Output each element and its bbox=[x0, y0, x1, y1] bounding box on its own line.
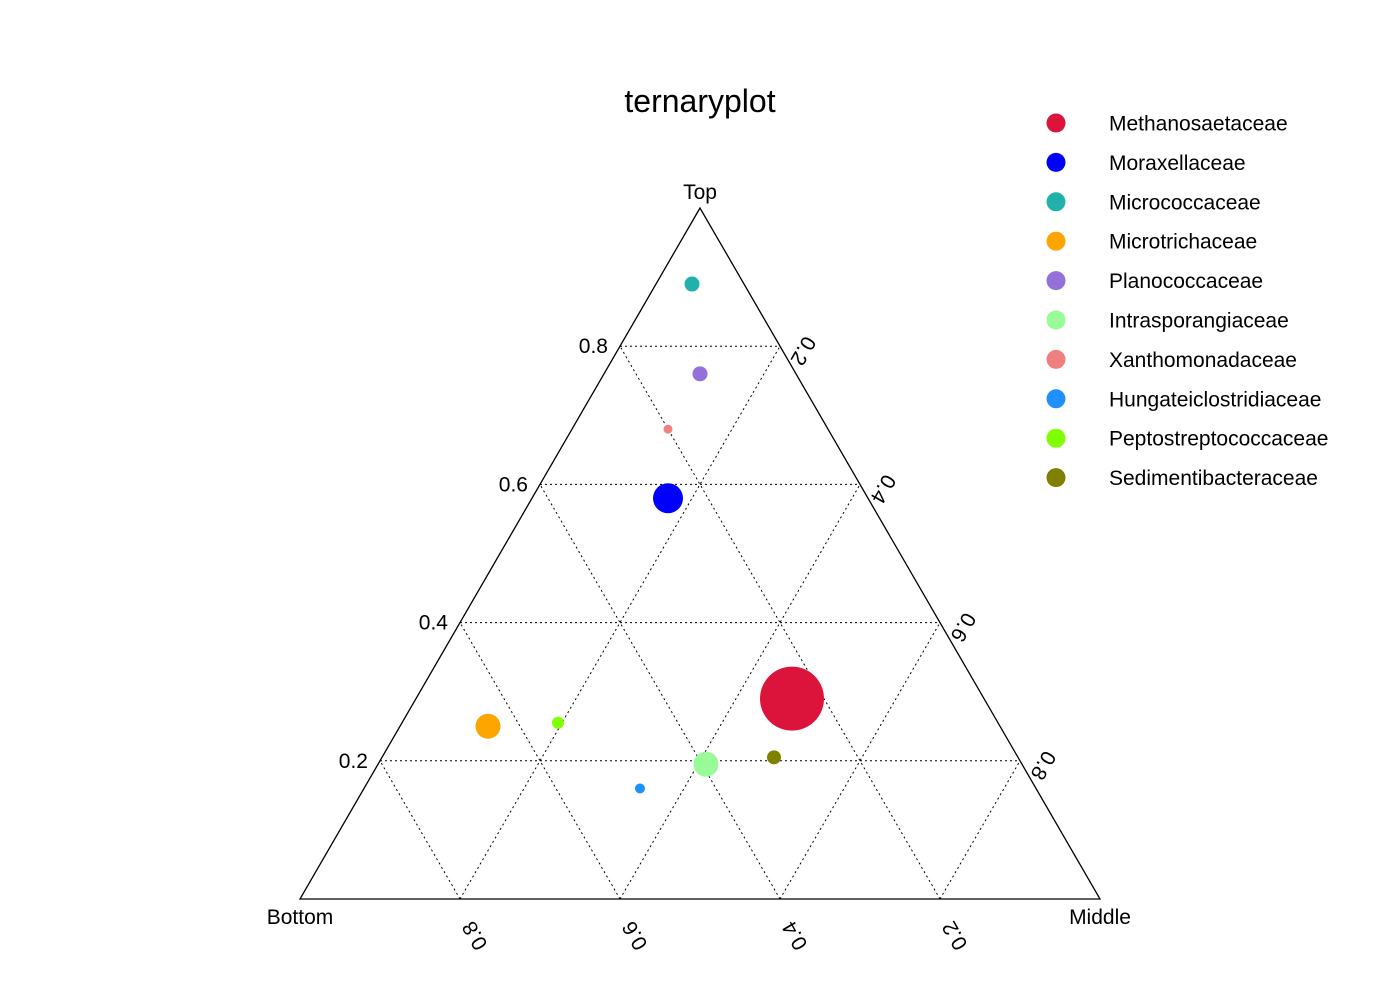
data-points bbox=[475, 276, 824, 794]
triangle-frame bbox=[298, 206, 1102, 900]
tick-label-top-0.2: 0.2 bbox=[339, 750, 368, 773]
legend-label-sedimentibacteraceae: Sedimentibacteraceae bbox=[1109, 467, 1318, 490]
grid-lines bbox=[379, 345, 1021, 900]
chart-title: ternaryplot bbox=[624, 83, 775, 119]
point-peptostreptococcaceae bbox=[552, 716, 564, 729]
axis-label-middle: Middle bbox=[1069, 906, 1131, 929]
tick-label-top-0.4: 0.4 bbox=[419, 612, 449, 635]
grid-line-bottom-0.6 bbox=[459, 622, 621, 900]
point-intrasporangiaceae bbox=[693, 751, 719, 777]
legend-label-planococcaceae: Planococcaceae bbox=[1109, 270, 1263, 293]
tick-label-top-0.8: 0.8 bbox=[579, 335, 608, 358]
legend-label-hungateiclostridiaceae: Hungateiclostridiaceae bbox=[1109, 388, 1321, 411]
point-moraxellaceae bbox=[653, 483, 683, 514]
legend-label-peptostreptococcaceae: Peptostreptococcaceae bbox=[1109, 428, 1328, 451]
grid-line-middle-0.8 bbox=[939, 760, 1021, 900]
tick-label-top-0.6: 0.6 bbox=[499, 473, 528, 496]
legend-marker-xanthomonadaceae bbox=[1046, 349, 1066, 369]
legend-label-moraxellaceae: Moraxellaceae bbox=[1109, 152, 1246, 175]
legend-label-methanosaetaceae: Methanosaetaceae bbox=[1109, 113, 1288, 136]
legend-marker-microtrichaceae bbox=[1046, 231, 1066, 251]
legend-label-micrococcaceae: Micrococcaceae bbox=[1109, 191, 1261, 214]
point-methanosaetaceae bbox=[760, 666, 824, 731]
axis-label-top: Top bbox=[683, 181, 717, 204]
point-sedimentibacteraceae bbox=[767, 750, 781, 765]
legend-label-intrasporangiaceae: Intrasporangiaceae bbox=[1109, 310, 1289, 333]
point-microtrichaceae bbox=[475, 713, 501, 739]
grid-line-bottom-0.4 bbox=[539, 484, 781, 900]
legend-marker-moraxellaceae bbox=[1046, 152, 1066, 172]
grid-line-middle-0.2 bbox=[459, 345, 781, 900]
legend-marker-planococcaceae bbox=[1046, 271, 1066, 291]
legend-label-microtrichaceae: Microtrichaceae bbox=[1109, 231, 1257, 254]
tick-label-bottom-0.4: 0.4 bbox=[778, 917, 813, 954]
grid-line-middle-0.6 bbox=[779, 622, 941, 900]
point-hungateiclostridiaceae bbox=[635, 783, 645, 794]
grid-line-bottom-0.8 bbox=[379, 760, 461, 900]
legend-label-xanthomonadaceae: Xanthomonadaceae bbox=[1109, 349, 1297, 372]
tick-label-bottom-0.6: 0.6 bbox=[618, 917, 653, 954]
legend-marker-peptostreptococcaceae bbox=[1046, 428, 1066, 448]
point-planococcaceae bbox=[692, 366, 708, 382]
legend: Methanosaetaceae Moraxellaceae Micrococcac… bbox=[1046, 113, 1328, 490]
grid-line-middle-0.4 bbox=[619, 484, 861, 900]
legend-marker-hungateiclostridiaceae bbox=[1046, 389, 1066, 409]
grid-line-bottom-0.2 bbox=[619, 345, 941, 900]
tick-label-bottom-0.8: 0.8 bbox=[458, 917, 493, 954]
legend-marker-micrococcaceae bbox=[1046, 192, 1066, 212]
point-micrococcaceae bbox=[684, 276, 700, 292]
legend-marker-intrasporangiaceae bbox=[1046, 310, 1066, 330]
tick-label-bottom-0.2: 0.2 bbox=[938, 917, 973, 954]
point-xanthomonadaceae bbox=[663, 424, 673, 434]
legend-marker-sedimentibacteraceae bbox=[1046, 468, 1066, 488]
axis-label-bottom: Bottom bbox=[267, 906, 334, 929]
legend-marker-methanosaetaceae bbox=[1046, 113, 1066, 133]
